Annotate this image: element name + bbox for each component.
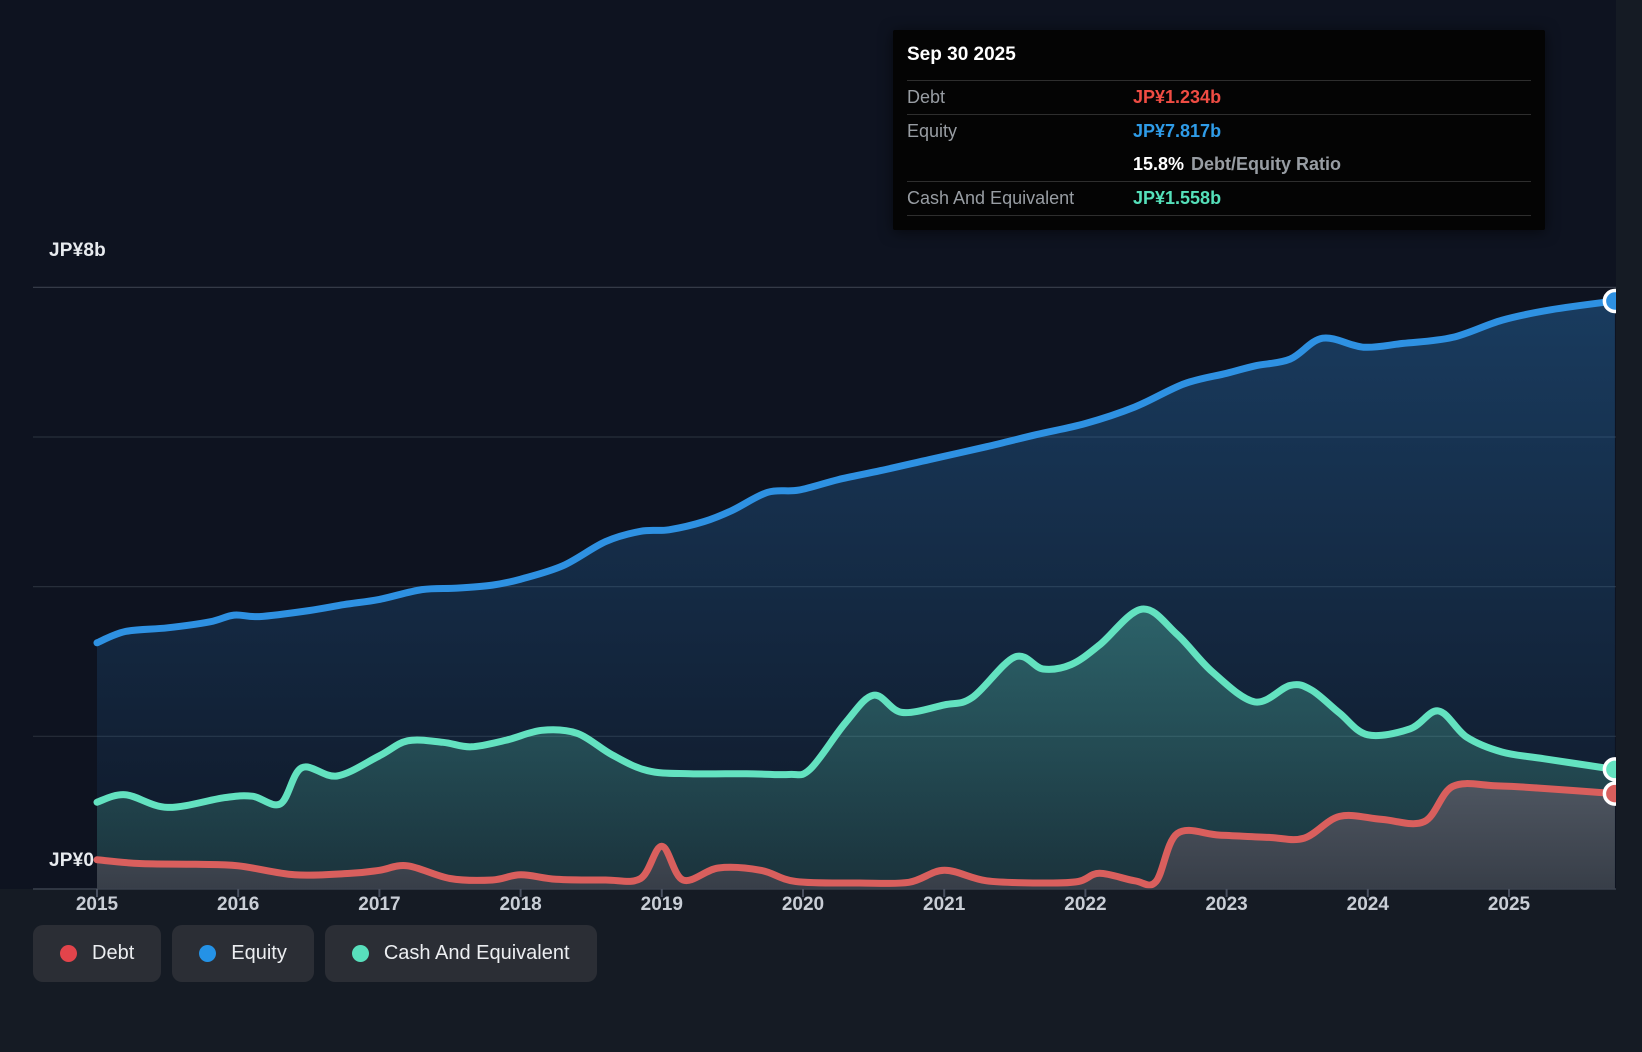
x-tick-label: 2023 (1205, 894, 1248, 915)
cash-and-equivalent-end-marker (1602, 757, 1616, 782)
tooltip-row-debt: Debt JP¥1.234b (907, 80, 1531, 114)
tooltip-row-ratio: 15.8% Debt/Equity Ratio (907, 148, 1531, 181)
x-tick-label: 2024 (1346, 894, 1389, 915)
tooltip-debt-value: JP¥1.234b (1133, 87, 1222, 107)
tooltip-equity-value: JP¥7.817b (1133, 121, 1222, 141)
debt-area (97, 783, 1615, 889)
x-tick-label: 2019 (640, 894, 683, 915)
equity-dot-icon (199, 945, 217, 962)
x-tick-label: 2025 (1487, 894, 1531, 915)
x-tick-label: 2015 (75, 894, 119, 915)
legend-item-debt[interactable]: Debt (33, 925, 162, 982)
legend-cash-label: Cash And Equivalent (383, 942, 570, 964)
x-tick-label: 2020 (781, 894, 825, 915)
tooltip-row-cash: Cash And Equivalent JP¥1.558b (907, 181, 1531, 216)
tooltip-ratio-label: Debt/Equity Ratio (1191, 154, 1342, 174)
tooltip-cash-value: JP¥1.558b (1133, 188, 1222, 208)
y-axis-label-8b: JP¥8b (49, 240, 106, 261)
tooltip-row-equity: Equity JP¥7.817b (907, 114, 1531, 148)
legend-item-cash[interactable]: Cash And Equivalent (324, 925, 597, 982)
cash-and-equivalent-line (93, 605, 1616, 811)
tooltip-equity-label: Equity (907, 121, 958, 141)
legend-debt-label: Debt (92, 942, 135, 964)
tooltip-cash-label: Cash And Equivalent (907, 188, 1075, 208)
cash-and-equivalent-area (97, 608, 1615, 889)
y-axis-label-0: JP¥0 (49, 850, 95, 871)
debt-end-marker (1602, 781, 1616, 806)
x-tick-label: 2021 (923, 894, 966, 915)
x-tick-label: 2018 (499, 894, 542, 915)
legend: Debt Equity Cash And Equivalent (33, 925, 597, 982)
x-tick-label: 2016 (217, 894, 260, 915)
legend-equity-label: Equity (231, 942, 287, 964)
cash-dot-icon (351, 945, 369, 962)
x-tick-label: 2017 (358, 894, 401, 915)
debt-line (93, 780, 1616, 889)
tooltip-debt-label: Debt (907, 87, 946, 107)
equity-end-marker (1602, 288, 1616, 314)
tooltip-ratio-value: 15.8% (1133, 154, 1185, 174)
legend-item-equity[interactable]: Equity (172, 925, 314, 982)
x-tick-label: 2022 (1064, 894, 1107, 915)
equity-line (93, 297, 1616, 647)
tooltip-date: Sep 30 2025 (907, 44, 1016, 65)
debt-dot-icon (60, 945, 77, 962)
chart-tooltip: Sep 30 2025 Debt JP¥1.234b Equity JP¥7.8… (893, 30, 1545, 230)
